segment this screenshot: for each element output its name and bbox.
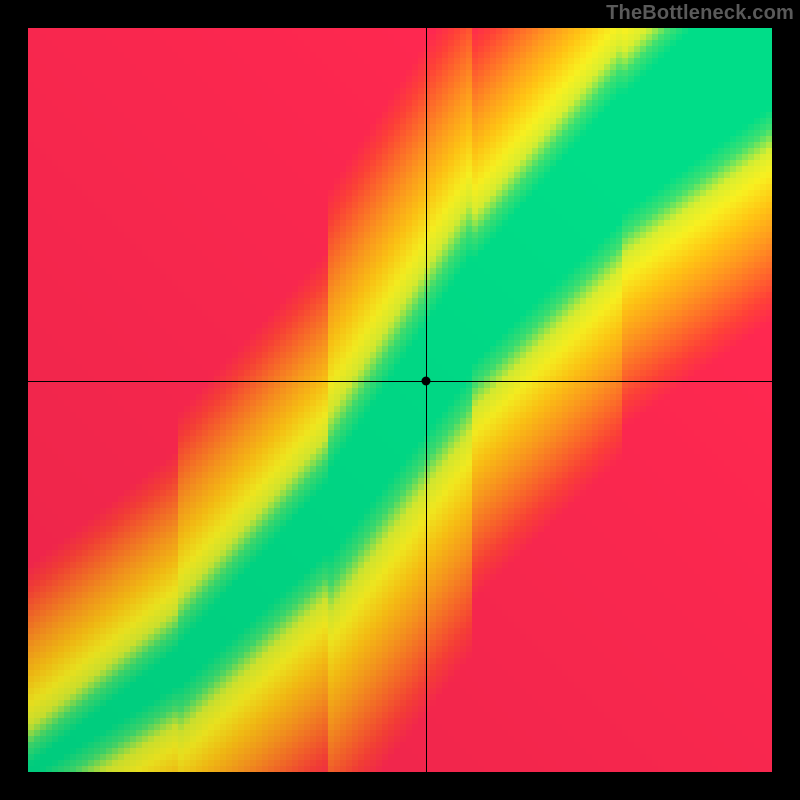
crosshair-marker-dot: [422, 377, 431, 386]
watermark-text: TheBottleneck.com: [606, 2, 794, 25]
heatmap-plot-area: [28, 28, 772, 772]
heatmap-canvas: [28, 28, 772, 772]
crosshair-vertical: [426, 28, 427, 772]
crosshair-horizontal: [28, 381, 772, 382]
